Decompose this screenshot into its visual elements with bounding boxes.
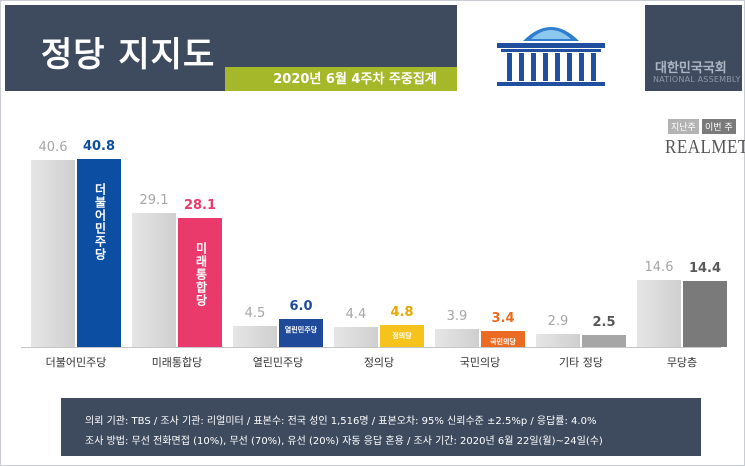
bar-previous-5 — [536, 333, 580, 347]
value-label-previous-3: 4.4 — [345, 306, 367, 322]
bar-current-6 — [683, 280, 727, 347]
bar-current-5 — [582, 335, 626, 347]
party-logo-3: 정의당 — [392, 331, 412, 340]
category-label-0: 더불어민주당 — [45, 356, 107, 369]
value-label-current-1: 28.1 — [183, 197, 217, 213]
value-label-previous-0: 40.6 — [38, 139, 68, 155]
value-label-previous-2: 4.5 — [244, 306, 266, 322]
category-label-6: 무당층 — [666, 356, 698, 369]
party-logo-0: 더불어민주당 — [93, 183, 107, 261]
category-label-5: 기타 정당 — [559, 356, 603, 369]
bar-previous-4 — [435, 329, 479, 347]
party-logo-1: 미래통합당 — [194, 241, 208, 307]
category-label-2: 열린민주당 — [252, 356, 304, 369]
bar-previous-1 — [132, 212, 176, 347]
emblem-panel — [457, 5, 645, 91]
value-label-current-6: 14.4 — [688, 260, 722, 276]
bar-current-3 — [380, 324, 424, 347]
value-label-current-2: 6.0 — [289, 299, 313, 315]
category-label-3: 정의당 — [363, 356, 395, 369]
value-label-previous-5: 2.9 — [547, 313, 569, 329]
page-title: 정당 지지도 — [41, 35, 216, 75]
value-label-current-4: 3.4 — [491, 311, 515, 327]
chart-baseline — [21, 347, 721, 348]
value-label-current-0: 40.8 — [82, 139, 116, 154]
party-logo-4: 국민의당 — [490, 338, 516, 347]
bar-previous-2 — [233, 326, 277, 347]
value-label-current-3: 4.8 — [390, 304, 414, 320]
party-logo-2: 열린민주당 — [284, 326, 318, 335]
national-assembly-icon — [497, 27, 605, 86]
assembly-name-korean: 대한민국국회 — [655, 61, 727, 76]
bar-current-1 — [178, 217, 222, 347]
header-banner: 정당 지지도 2020년 6월 4주차 주중집계 — [5, 5, 742, 91]
bar-previous-6 — [637, 279, 681, 347]
legend-current-week: 이번 주 — [702, 119, 736, 134]
assembly-name-english: NATIONAL ASSEMBLY — [653, 75, 741, 84]
bar-current-0 — [77, 159, 121, 347]
category-label-1: 미래통합당 — [151, 356, 203, 369]
value-label-previous-4: 3.9 — [446, 309, 468, 325]
bar-previous-3 — [334, 326, 378, 347]
value-label-previous-1: 29.1 — [139, 192, 169, 208]
bar-current-4 — [481, 331, 525, 347]
category-label-4: 국민의당 — [459, 356, 501, 369]
value-label-previous-6: 14.6 — [644, 259, 674, 275]
legend-previous-week: 지난주 — [668, 119, 699, 134]
survey-info-line-1: 의뢰 기관: TBS / 조사 기관: 리얼미터 / 표본수: 전국 성인 1,… — [85, 416, 597, 427]
realmeter-logo: REALMETER — [665, 135, 745, 158]
survey-info-line-2: 조사 방법: 무선 전화면접 (10%), 무선 (70%), 유선 (20%)… — [85, 436, 603, 447]
survey-week-badge: 2020년 6월 4주차 주중집계 — [225, 67, 485, 91]
survey-info-footer: 의뢰 기관: TBS / 조사 기관: 리얼미터 / 표본수: 전국 성인 1,… — [61, 398, 701, 456]
value-label-current-5: 2.5 — [592, 315, 616, 331]
bar-previous-0 — [31, 159, 75, 347]
bar-current-2 — [279, 319, 323, 347]
